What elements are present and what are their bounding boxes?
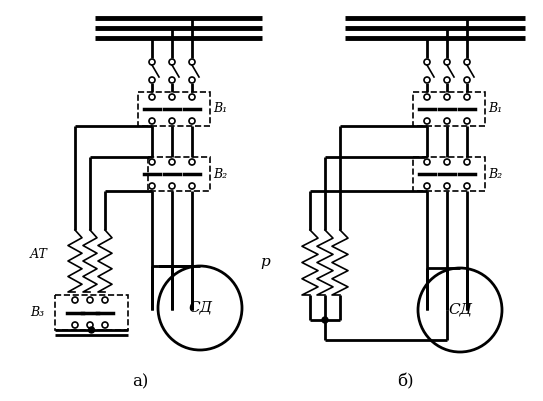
Circle shape xyxy=(72,297,78,303)
Circle shape xyxy=(424,59,430,65)
Circle shape xyxy=(149,59,155,65)
Circle shape xyxy=(87,297,93,303)
Circle shape xyxy=(444,77,450,83)
Circle shape xyxy=(464,59,470,65)
Text: АТ: АТ xyxy=(30,249,48,261)
Bar xyxy=(413,157,485,191)
Circle shape xyxy=(444,118,450,124)
Text: СД: СД xyxy=(448,303,472,317)
Text: р: р xyxy=(260,255,270,269)
Circle shape xyxy=(464,118,470,124)
Circle shape xyxy=(189,59,195,65)
Circle shape xyxy=(102,322,108,328)
Circle shape xyxy=(102,297,108,303)
Circle shape xyxy=(444,94,450,100)
Circle shape xyxy=(149,159,155,165)
Bar xyxy=(413,92,485,126)
Circle shape xyxy=(464,183,470,189)
Circle shape xyxy=(149,77,155,83)
Circle shape xyxy=(424,77,430,83)
Text: СД: СД xyxy=(188,301,212,315)
Circle shape xyxy=(424,183,430,189)
Circle shape xyxy=(72,322,78,328)
Circle shape xyxy=(189,77,195,83)
Text: В₂: В₂ xyxy=(213,168,227,180)
Text: б): б) xyxy=(397,373,413,390)
Circle shape xyxy=(444,183,450,189)
Text: В₁: В₁ xyxy=(213,103,227,115)
Circle shape xyxy=(189,159,195,165)
Text: В₁: В₁ xyxy=(488,103,502,115)
Circle shape xyxy=(169,159,175,165)
Circle shape xyxy=(87,322,93,328)
Text: а): а) xyxy=(132,373,148,390)
Circle shape xyxy=(424,159,430,165)
Circle shape xyxy=(444,59,450,65)
Circle shape xyxy=(89,327,94,333)
Circle shape xyxy=(444,159,450,165)
Circle shape xyxy=(149,94,155,100)
Circle shape xyxy=(424,118,430,124)
Bar xyxy=(138,92,210,126)
Bar xyxy=(55,295,128,330)
Circle shape xyxy=(169,183,175,189)
Circle shape xyxy=(322,317,328,323)
Circle shape xyxy=(169,59,175,65)
Circle shape xyxy=(189,183,195,189)
Circle shape xyxy=(189,118,195,124)
Circle shape xyxy=(149,118,155,124)
Bar xyxy=(148,157,210,191)
Circle shape xyxy=(464,159,470,165)
Text: В₃: В₃ xyxy=(30,306,44,319)
Circle shape xyxy=(149,183,155,189)
Circle shape xyxy=(464,94,470,100)
Circle shape xyxy=(169,118,175,124)
Text: В₂: В₂ xyxy=(488,168,502,180)
Circle shape xyxy=(189,94,195,100)
Circle shape xyxy=(169,77,175,83)
Circle shape xyxy=(169,94,175,100)
Circle shape xyxy=(464,77,470,83)
Circle shape xyxy=(424,94,430,100)
